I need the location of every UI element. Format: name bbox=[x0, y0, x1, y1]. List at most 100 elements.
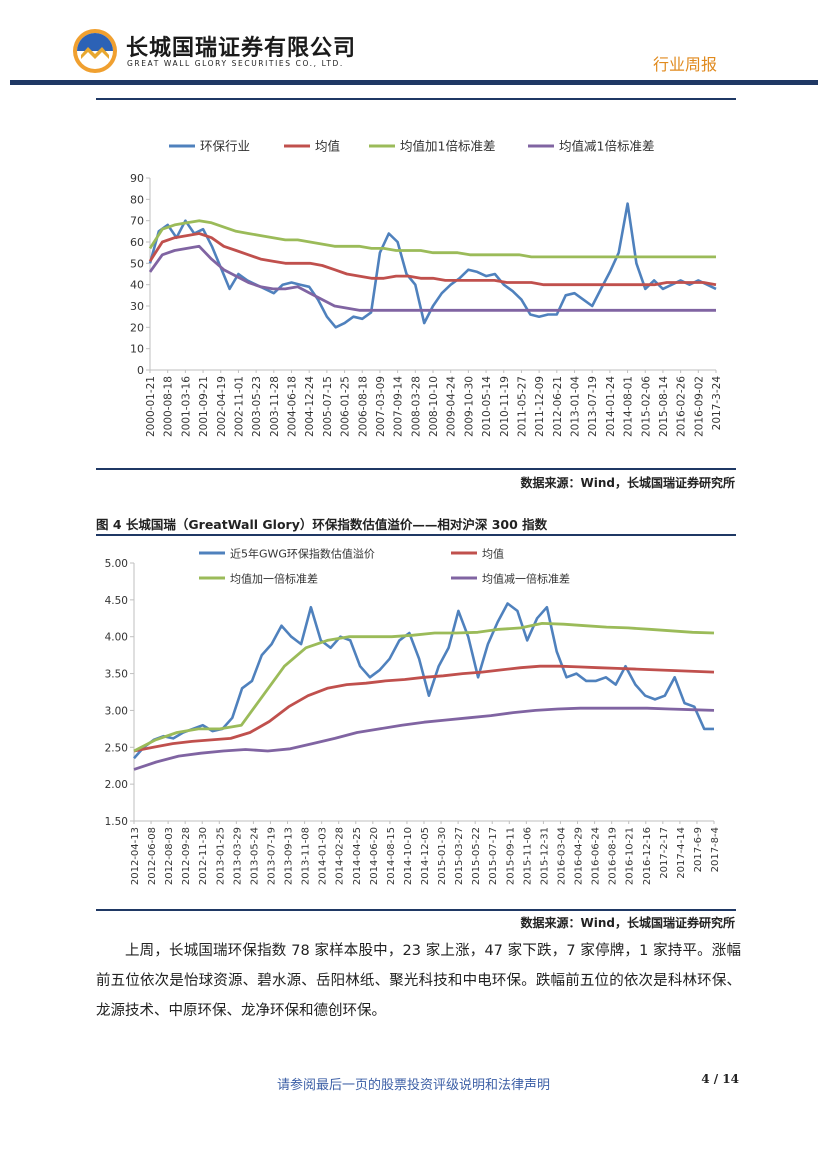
chart1-series-1 bbox=[148, 232, 717, 287]
chart2-y-tick-label: 2.50 bbox=[105, 742, 128, 754]
chart1-y-tick-label: 10 bbox=[130, 343, 144, 356]
chart1-x-tick-label: 2001-03-16 bbox=[180, 376, 192, 437]
chart1-y-tick-label: 70 bbox=[130, 215, 144, 228]
chart2-series-1 bbox=[133, 664, 715, 753]
chart1-x-tick-label: 2002-11-01 bbox=[233, 376, 245, 437]
chart1-x-tick-label: 2007-09-14 bbox=[393, 376, 405, 437]
chart1-legend-label-3: 均值减1倍标准差 bbox=[559, 139, 654, 154]
chart2-y-tick-label: 3.00 bbox=[105, 705, 128, 717]
chart2-x-tick-label: 2014-01-03 bbox=[318, 827, 329, 885]
chart2-x-tick-label: 2012-08-03 bbox=[164, 827, 175, 885]
chart1-x-tick-label: 2012-06-21 bbox=[552, 376, 564, 437]
chart2-x-tick-label: 2012-09-28 bbox=[181, 827, 192, 885]
chart1-legend-label-2: 均值加1倍标准差 bbox=[400, 139, 495, 154]
chart2-x-tick-label: 2015-11-06 bbox=[522, 827, 533, 885]
chart1-x-tick-label: 2004-06-18 bbox=[287, 376, 299, 437]
disclaimer-note: 请参阅最后一页的股票投资评级说明和法律声明 bbox=[276, 1078, 550, 1093]
chart1-y-tick-label: 50 bbox=[130, 257, 144, 270]
chart2-y-tick-label: 2.00 bbox=[105, 779, 128, 791]
chart2-x-tick-label: 2014-12-05 bbox=[420, 827, 431, 885]
chart2-x-tick-label: 2013-09-13 bbox=[284, 827, 295, 885]
chart2-bottom-rule bbox=[96, 909, 736, 911]
chart2-x-tick-label: 2012-11-30 bbox=[198, 827, 209, 885]
weekly-summary-paragraph: 上周，长城国瑞环保指数 78 家样本股中，23 家上涨，47 家下跌，7 家停牌… bbox=[96, 943, 741, 1019]
chart2-top-rule bbox=[96, 534, 736, 536]
industry-pe-chart: 0 10 20 30 40 50 60 70 80 90 2000-01-21 2000-08-18 2… bbox=[130, 139, 723, 438]
chart1-x-tick-label: 2014-08-01 bbox=[623, 376, 635, 437]
chart1-x-tick-label: 2003-11-28 bbox=[269, 376, 281, 437]
chart1-x-tick-label: 2014-01-24 bbox=[605, 376, 617, 437]
chart1-x-tick-label: 2006-01-25 bbox=[340, 376, 352, 437]
chart1-x-tick-label: 2011-05-27 bbox=[516, 376, 528, 437]
chart1-y-tick-label: 0 bbox=[137, 364, 144, 377]
chart1-x-tick-label: 2011-12-09 bbox=[534, 376, 546, 437]
chart2-x-tick-label: 2013-03-29 bbox=[232, 827, 243, 885]
figure-caption: 图 4 长城国瑞（GreatWall Glory）环保指数估值溢价——相对沪深 … bbox=[96, 517, 548, 532]
company-logo bbox=[73, 29, 117, 73]
chart1-x-tick-label: 2001-09-21 bbox=[198, 376, 210, 437]
chart1-x-tick-label: 2002-04-19 bbox=[216, 376, 228, 437]
company-name-cn: 长城国瑞证券有限公司 bbox=[126, 36, 357, 61]
chart2-x-tick-label: 2015-01-30 bbox=[437, 827, 448, 885]
chart2-legend-label-1: 均值 bbox=[482, 548, 504, 561]
chart2-x-tick-label: 2013-07-19 bbox=[266, 827, 277, 885]
chart1-series-3 bbox=[148, 244, 716, 312]
chart2-series-2 bbox=[133, 622, 715, 753]
chart2-legend-label-3: 均值减一倍标准差 bbox=[482, 572, 570, 586]
chart1-y-tick-label: 20 bbox=[130, 321, 144, 334]
chart2-y-tick-label: 4.00 bbox=[105, 632, 128, 644]
chart2-x-tick-label: 2016-10-21 bbox=[625, 827, 636, 885]
chart2-x-tick-label: 2014-02-28 bbox=[335, 827, 346, 885]
chart2-x-tick-label: 2013-05-24 bbox=[249, 827, 260, 885]
chart2-legend-label-0: 近5年GWG环保指数估值溢价 bbox=[230, 547, 375, 561]
chart1-x-tick-label: 2017-3-24 bbox=[711, 376, 723, 431]
chart2-source: 数据来源：Wind，长城国瑞证券研究所 bbox=[520, 916, 735, 930]
chart1-x-tick-label: 2009-10-30 bbox=[463, 376, 475, 437]
chart1-y-tick-label: 80 bbox=[130, 193, 144, 206]
chart1-y-tick-label: 30 bbox=[130, 300, 144, 313]
chart1-legend-label-0: 环保行业 bbox=[200, 139, 250, 154]
chart2-x-tick-label: 2015-07-17 bbox=[488, 827, 499, 885]
chart1-x-tick-label: 2013-01-04 bbox=[570, 376, 582, 437]
chart1-x-tick-label: 2004-12-24 bbox=[304, 376, 316, 437]
chart2-x-tick-label: 2016-03-04 bbox=[556, 827, 567, 885]
chart1-x-tick-label: 2000-01-21 bbox=[145, 376, 157, 437]
chart2-x-tick-label: 2017-8-4 bbox=[710, 827, 721, 872]
chart1-legend-label-1: 均值 bbox=[315, 139, 340, 154]
chart2-y-tick-label: 3.50 bbox=[105, 669, 128, 681]
chart2-x-tick-label: 2014-04-25 bbox=[352, 827, 363, 885]
chart2-x-tick-label: 2014-06-20 bbox=[369, 827, 380, 885]
chart1-x-tick-label: 2013-07-19 bbox=[587, 376, 599, 437]
chart2-x-tick-label: 2017-4-14 bbox=[676, 827, 687, 879]
chart2-x-tick-label: 2015-03-27 bbox=[454, 827, 465, 885]
chart1-y-tick-label: 40 bbox=[130, 279, 144, 292]
chart1-x-tick-label: 2016-02-26 bbox=[676, 376, 688, 437]
chart1-source: 数据来源：Wind，长城国瑞证券研究所 bbox=[520, 476, 735, 490]
chart1-x-tick-label: 2007-03-09 bbox=[375, 376, 387, 437]
chart1-x-tick-label: 2010-11-19 bbox=[499, 376, 511, 437]
chart2-x-tick-label: 2016-12-16 bbox=[642, 827, 653, 885]
chart1-x-tick-label: 2015-08-14 bbox=[658, 376, 670, 437]
chart2-x-tick-label: 2015-05-22 bbox=[471, 827, 482, 885]
chart2-x-tick-label: 2015-09-11 bbox=[505, 827, 516, 885]
chart1-y-tick-label: 90 bbox=[130, 172, 144, 185]
chart1-x-tick-label: 2009-04-24 bbox=[446, 376, 458, 437]
chart2-x-tick-label: 2017-6-9 bbox=[693, 827, 704, 872]
chart1-x-tick-label: 2003-05-23 bbox=[251, 376, 263, 437]
chart1-x-tick-label: 2005-07-15 bbox=[322, 376, 334, 437]
chart2-x-tick-label: 2016-08-19 bbox=[608, 827, 619, 885]
chart2-y-tick-label: 5.00 bbox=[105, 558, 128, 570]
chart1-series-2 bbox=[148, 219, 716, 259]
chart1-x-tick-label: 2000-08-18 bbox=[163, 376, 175, 437]
chart2-y-tick-label: 4.50 bbox=[105, 595, 128, 607]
chart2-x-tick-label: 2014-10-10 bbox=[403, 827, 414, 885]
chart2-x-tick-label: 2015-12-31 bbox=[539, 827, 550, 885]
chart2-x-tick-label: 2012-04-13 bbox=[130, 827, 141, 885]
chart2-x-tick-label: 2016-04-29 bbox=[574, 827, 585, 885]
header-divider bbox=[10, 80, 818, 85]
chart1-x-tick-label: 2015-02-06 bbox=[640, 376, 652, 437]
chart1-x-tick-label: 2008-03-28 bbox=[410, 376, 422, 437]
chart2-x-tick-label: 2017-2-17 bbox=[659, 827, 670, 879]
chart1-top-rule bbox=[96, 98, 736, 100]
chart1-x-tick-label: 2006-08-18 bbox=[357, 376, 369, 437]
